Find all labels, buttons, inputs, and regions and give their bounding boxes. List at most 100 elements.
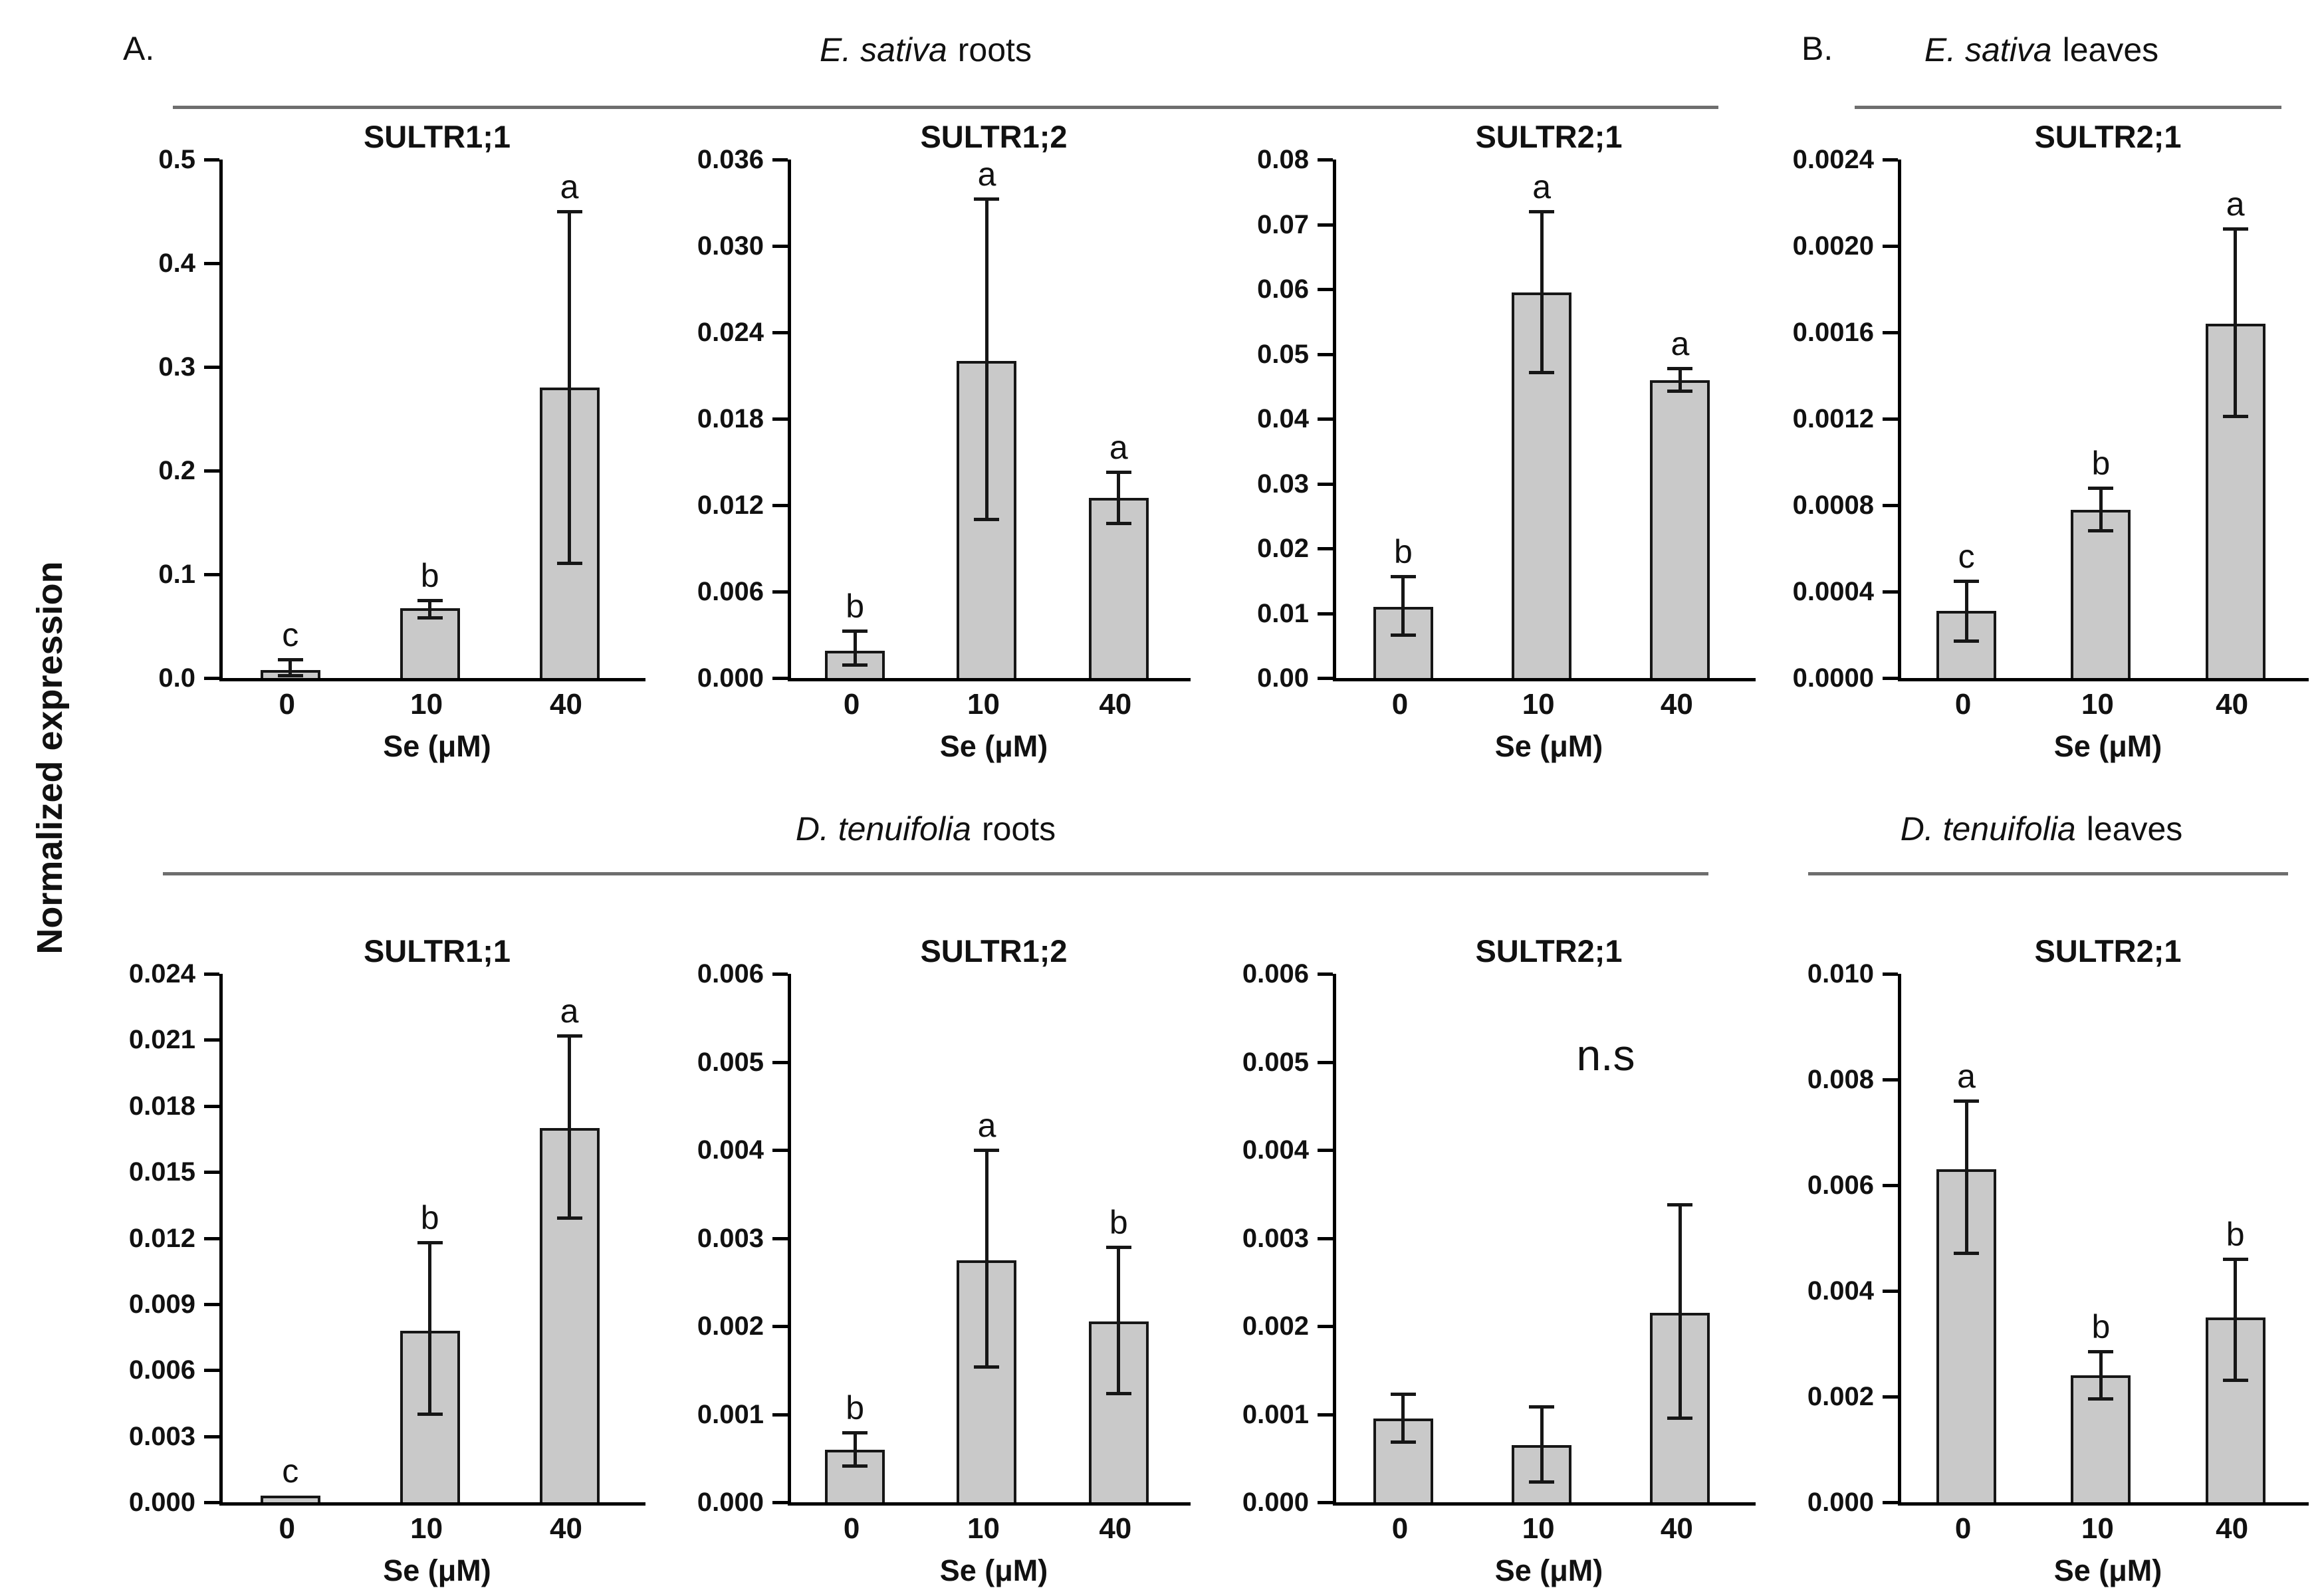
y-tick-label: 0.003 (697, 1223, 764, 1253)
x-axis-tick-labels: 0 10 40 (219, 681, 655, 723)
y-tick-mark (1318, 223, 1333, 227)
y-tick-mark (204, 158, 219, 162)
x-axis-label: Se (μM) (1494, 1553, 1603, 1587)
error-bar-cap-top (842, 629, 868, 633)
y-tick-label: 0.000 (128, 1488, 195, 1517)
x-tick-label: 10 (2081, 688, 2114, 721)
plot-box: c b a (204, 972, 645, 1506)
significance-letter: b (846, 587, 865, 625)
y-tick-mark (772, 677, 788, 680)
y-tick-mark (772, 245, 788, 248)
y-tick-label: 0.005 (697, 1047, 764, 1077)
error-bar-cap-top (556, 210, 582, 213)
y-tick-mark (204, 1501, 219, 1504)
plot-box: n.s (1318, 972, 1756, 1506)
y-tick-mark (1318, 417, 1333, 421)
significance-letter: c (1958, 537, 1975, 575)
panel-b-header: B. E. sativa leaves (1765, 0, 2318, 113)
x-tick-label: 40 (1099, 688, 1132, 721)
error-bar-cap-bottom (2088, 529, 2114, 532)
significance-letter: b (420, 557, 439, 594)
y-tick-label: 0.004 (697, 1135, 764, 1165)
error-bar-cap-top (1529, 210, 1555, 213)
error-bar-line (2099, 488, 2103, 531)
y-tick-label: 0.00 (1257, 663, 1309, 693)
error-bar-line (2234, 229, 2238, 417)
x-axis-tick-labels: 0 10 40 (788, 681, 1200, 723)
x-tick-label: 40 (2216, 688, 2249, 721)
x-tick-label: 40 (2216, 1512, 2249, 1545)
y-tick-mark (1883, 504, 1898, 507)
y-tick-mark (1318, 482, 1333, 486)
significance-letter: b (846, 1389, 865, 1427)
y-tick-mark (772, 331, 788, 334)
y-tick-mark (204, 1171, 219, 1175)
y-tick-mark (1318, 1236, 1333, 1240)
y-tick-mark (1318, 1501, 1333, 1504)
y-tick-label: 0.06 (1257, 275, 1309, 304)
chart-d-tenuifolia-roots-sultr1-2: SULTR1;2 0.000 0.001 0.002 0.003 0.004 0.005 0.… (655, 927, 1200, 1596)
y-tick-label: 0.001 (1242, 1399, 1309, 1429)
error-bar-line (428, 600, 432, 618)
y-tick-mark (204, 262, 219, 265)
error-bar-cap-bottom (277, 673, 303, 677)
error-bar-line (568, 1035, 572, 1218)
plot-box: a b b (1883, 972, 2309, 1506)
y-axis-tick-labels: 0.0 0.1 0.2 0.3 0.4 0.5 (86, 146, 219, 691)
plot-box: c b a (204, 158, 645, 681)
bar (260, 1496, 320, 1502)
x-tick-label: 10 (2081, 1512, 2114, 1545)
y-tick-mark (204, 1369, 219, 1373)
y-tick-label: 0.009 (128, 1289, 195, 1319)
error-bar-cap-bottom (1667, 390, 1693, 394)
x-tick-label: 0 (843, 1512, 860, 1545)
y-tick-mark (204, 1038, 219, 1042)
y-tick-label: 0.003 (1242, 1223, 1309, 1253)
plot-box: c b a (1883, 158, 2309, 681)
y-tick-label: 0.0000 (1792, 663, 1874, 693)
error-bar-line (1117, 1246, 1121, 1395)
x-axis-label: Se (μM) (383, 1553, 491, 1587)
species-name: E. sativa (820, 31, 947, 68)
error-bar-line (985, 1150, 988, 1368)
y-tick-mark (1318, 1060, 1333, 1064)
error-bar-cap-top (417, 1241, 443, 1245)
chart-e-sativa-roots-sultr1-1: SULTR1;1 0.0 0.1 0.2 0.3 0.4 0.5 c b a 0 10 40 Se (μM… (86, 113, 655, 798)
x-tick-label: 0 (843, 688, 860, 721)
plot-box: b a b (772, 972, 1191, 1506)
chart-d-tenuifolia-leaves-sultr2-1: SULTR2;1 0.000 0.002 0.004 0.006 0.008 0.010 a b… (1765, 927, 2318, 1596)
y-tick-mark (204, 677, 219, 680)
y-tick-mark (1318, 677, 1333, 680)
tissue-name: roots (957, 31, 1032, 68)
bar (1088, 498, 1149, 678)
y-tick-mark (1318, 288, 1333, 291)
significance-letter: a (560, 992, 579, 1030)
error-bar-line (2099, 1351, 2103, 1399)
y-tick-mark (1883, 1501, 1898, 1504)
error-bar-line (853, 630, 857, 665)
y-tick-mark (204, 366, 219, 369)
significance-letter: a (977, 155, 996, 193)
error-bar-cap-bottom (417, 616, 443, 620)
x-tick-label: 0 (1391, 688, 1409, 721)
y-tick-mark (772, 972, 788, 976)
x-axis-tick-labels: 0 10 40 (1333, 1506, 1765, 1547)
error-bar-cap-top (1105, 471, 1131, 475)
y-tick-mark (772, 1060, 788, 1064)
error-bar-line (1540, 211, 1544, 373)
y-tick-label: 0.006 (697, 577, 764, 606)
error-bar-cap-bottom (1105, 1392, 1131, 1396)
error-bar-line (853, 1432, 857, 1466)
y-tick-mark (1318, 352, 1333, 356)
y-tick-label: 0.0 (158, 663, 195, 693)
y-tick-mark (1883, 972, 1898, 976)
y-tick-label: 0.001 (697, 1399, 764, 1429)
significance-letter: a (1671, 324, 1690, 362)
y-tick-label: 0.002 (697, 1311, 764, 1341)
y-tick-label: 0.2 (158, 456, 195, 485)
plot-box: b a a (1318, 158, 1756, 681)
y-tick-label: 0.018 (128, 1091, 195, 1121)
species-name: E. sativa (1924, 31, 2052, 68)
error-bar-cap-bottom (842, 663, 868, 667)
